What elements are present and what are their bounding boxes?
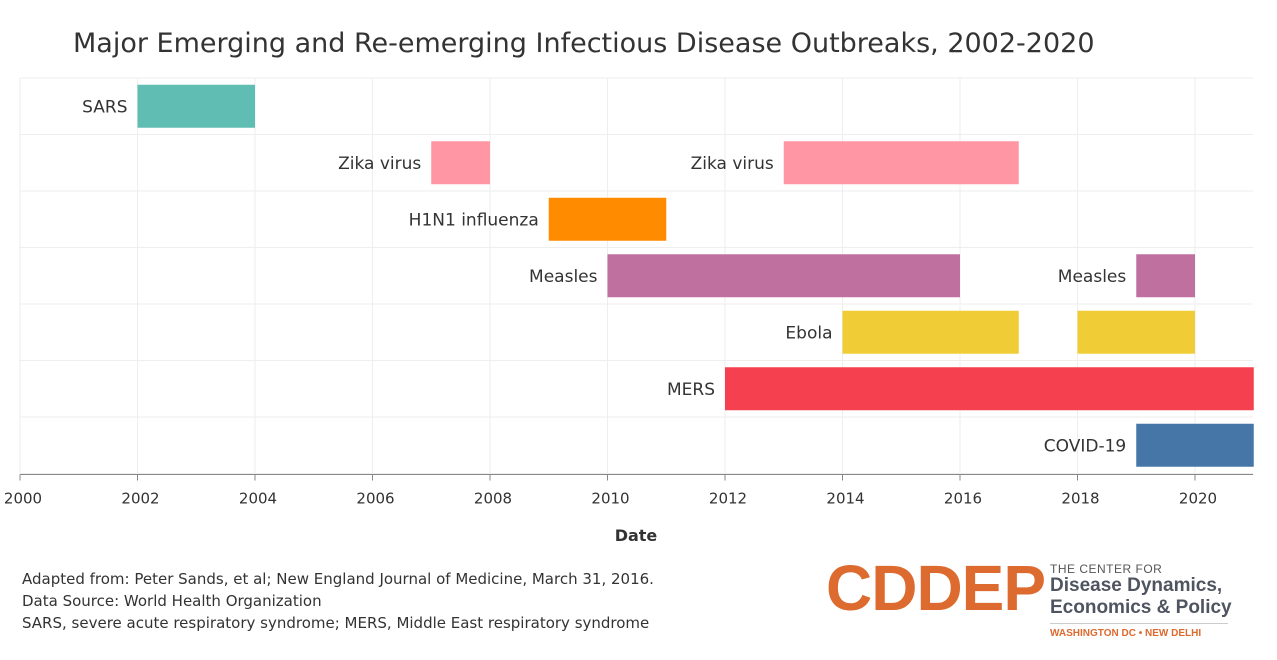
outbreak-bar [137, 84, 255, 128]
chart-title: Major Emerging and Re-emerging Infectiou… [73, 28, 1095, 59]
x-axis-title: Date [615, 526, 658, 545]
outbreak-bar [607, 254, 960, 298]
outbreak-label: MERS [667, 380, 715, 400]
outbreak-label: Zika virus [691, 154, 774, 174]
logo-locations: WASHINGTON DC • NEW DELHI [1050, 628, 1202, 639]
x-tick-label: 2014 [826, 490, 864, 508]
x-tick-label: 2020 [1179, 490, 1217, 508]
outbreak-bar [1136, 423, 1254, 467]
logo-tagline-line2: Economics & Policy [1050, 597, 1232, 618]
outbreak-label: Measles [1058, 267, 1127, 287]
x-tick-label: 2004 [239, 490, 277, 508]
footnote-abbreviations: SARS, severe acute respiratory syndrome;… [22, 614, 650, 632]
logo-tagline-small: THE CENTER FOR [1050, 562, 1163, 576]
outbreak-bar [725, 367, 1254, 411]
x-tick-label: 2018 [1061, 490, 1099, 508]
outbreak-label: Zika virus [338, 154, 421, 174]
chart-plot: SARS Zika virus Zika virus H1N1 influenza Me… [4, 77, 1254, 545]
outbreak-bar [783, 141, 1019, 185]
logo-tagline-line1: Disease Dynamics, [1050, 575, 1223, 596]
outbreak-bar [431, 141, 490, 185]
x-tick-label: 2008 [474, 490, 512, 508]
outbreak-bar [1077, 310, 1195, 354]
x-tick-label: 2002 [121, 490, 159, 508]
outbreak-label: Measles [529, 267, 598, 287]
logo-divider [1050, 623, 1228, 624]
outbreak-bar [842, 310, 1019, 354]
x-tick-label: 2016 [944, 490, 982, 508]
footnote-source: Adapted from: Peter Sands, et al; New En… [22, 570, 654, 588]
bars-layer [137, 84, 1254, 467]
outbreak-label: SARS [82, 97, 127, 117]
x-axis: 2000 2002 2004 2006 2008 2010 2012 2014 2016 2018… [4, 474, 1253, 508]
footnote-data-source: Data Source: World Health Organization [22, 592, 322, 610]
outbreak-bar [548, 197, 667, 241]
logo-wordmark: CDDEP [826, 552, 1046, 624]
x-tick-label: 2010 [591, 490, 629, 508]
outbreak-bar [1136, 254, 1195, 298]
outbreak-label: Ebola [785, 323, 832, 343]
cddep-logo: CDDEP THE CENTER FOR Disease Dynamics, E… [826, 556, 1246, 646]
bar-labels-layer: SARS Zika virus Zika virus H1N1 influenza Me… [82, 97, 1126, 456]
footnotes: Adapted from: Peter Sands, et al; New En… [22, 568, 654, 634]
x-tick-label: 2000 [4, 490, 42, 508]
outbreak-label: COVID-19 [1044, 436, 1126, 456]
x-tick-label: 2006 [356, 490, 394, 508]
x-tick-label: 2012 [709, 490, 747, 508]
outbreak-label: H1N1 influenza [409, 210, 539, 230]
